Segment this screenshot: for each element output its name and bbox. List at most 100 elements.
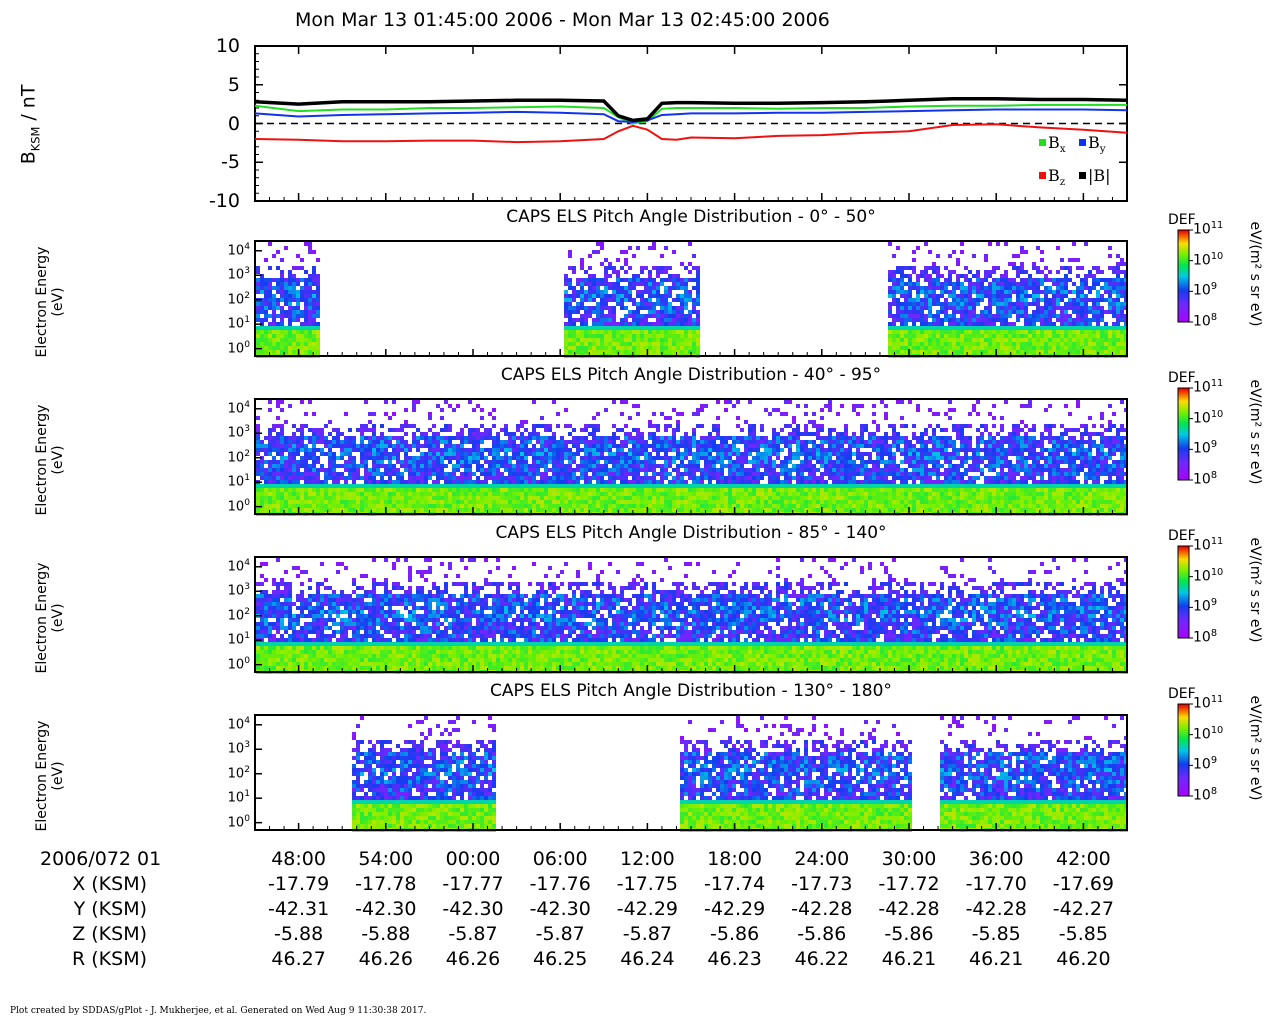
colorbar-tick-exp: 9 — [1210, 755, 1218, 767]
colorbar-tick-exp: 10 — [1210, 408, 1224, 420]
ephemeris-value: 46.22 — [794, 948, 849, 970]
colorbar-tick-exp: 9 — [1210, 597, 1218, 609]
spectrogram-ytick-label: 103 — [227, 740, 250, 757]
ephemeris-value: -5.86 — [710, 923, 760, 945]
spectrogram-ytick-exp: 0 — [244, 813, 250, 824]
colorbar-tick-exp: 9 — [1210, 439, 1218, 451]
legend-label-1: By — [1088, 133, 1106, 156]
colorbar-frame-1 — [1177, 387, 1190, 481]
spectrogram-ytick-label: 103 — [227, 582, 250, 599]
spectrogram-ytick-label: 101 — [227, 789, 250, 806]
spectrogram-ytick-exp: 4 — [244, 399, 250, 410]
ephemeris-value: -17.73 — [791, 873, 853, 895]
mag-ytick-label: -10 — [208, 190, 240, 212]
colorbar-tick-exp: 10 — [1210, 566, 1224, 578]
colorbar-tick-label: 1011 — [1193, 220, 1224, 238]
spectrogram-ytick-label: 101 — [227, 631, 250, 648]
spectrogram-ytick-label: 100 — [227, 813, 250, 830]
ephemeris-value: 46.25 — [532, 948, 588, 970]
spectrogram-ytick-label: 100 — [227, 655, 250, 672]
mag-ytick-label: 10 — [215, 35, 240, 57]
spectrogram-ytick-label: 101 — [227, 315, 250, 332]
spectrogram-ytick-exp: 4 — [244, 715, 250, 726]
legend-swatch-1 — [1079, 139, 1086, 146]
legend-label-0: Bx — [1048, 133, 1066, 156]
spectrogram-ytick-exp: 3 — [244, 740, 250, 751]
spectrogram-ytick-exp: 2 — [244, 606, 250, 617]
ephemeris-value: 46.26 — [445, 948, 501, 970]
ephemeris-row-label: Y (KSM) — [73, 898, 147, 920]
ephemeris-value: -17.70 — [965, 873, 1027, 895]
legend-swatch-3 — [1079, 172, 1086, 179]
ephemeris-value: -17.77 — [442, 873, 504, 895]
colorbar-tick-label: 109 — [1193, 597, 1218, 615]
ephemeris-time-label: 36:00 — [968, 848, 1024, 870]
ephemeris-value: 46.24 — [620, 948, 675, 970]
spectrogram-title: CAPS ELS Pitch Angle Distribution - 85° … — [495, 523, 887, 543]
spectrogram-3 — [352, 716, 1128, 832]
ephemeris-value: -5.87 — [622, 923, 672, 945]
colorbar-label: DEF — [1168, 212, 1196, 228]
spectrogram-0 — [256, 242, 1128, 358]
spectrogram-ytick-exp: 0 — [244, 655, 250, 666]
colorbar-tick-label: 109 — [1193, 281, 1218, 299]
colorbar-unit: eV/(m² s sr eV) — [1247, 221, 1263, 327]
spectrogram-ytick-exp: 0 — [244, 497, 250, 508]
colorbar-unit: eV/(m² s sr eV) — [1247, 379, 1263, 485]
spectrogram-ytick-exp: 3 — [244, 582, 250, 593]
spectrogram-ytick-label: 102 — [227, 290, 250, 308]
mag-ytick-label: 5 — [227, 73, 240, 96]
colorbar-tick-exp: 9 — [1210, 281, 1218, 293]
colorbar-tick-exp: 8 — [1210, 628, 1218, 639]
colorbar-tick-exp: 11 — [1210, 694, 1224, 705]
spectrogram-ytick-exp: 2 — [244, 448, 250, 459]
ephemeris-time-label: 24:00 — [794, 848, 850, 870]
ephemeris-value: -42.29 — [616, 898, 679, 920]
ephemeris-value: -5.88 — [274, 923, 324, 945]
spectrogram-ytick-label: 101 — [227, 473, 250, 490]
colorbar-tick-label: 1010 — [1193, 724, 1224, 743]
ephemeris-value: -42.28 — [965, 898, 1027, 920]
spectrogram-ylabel: Electron Energy (eV) — [34, 562, 66, 674]
legend-label-2: Bz — [1048, 166, 1066, 189]
ephemeris-value: -42.30 — [529, 898, 591, 920]
colorbar-tick-exp: 8 — [1210, 470, 1218, 481]
ephemeris-value: -17.72 — [878, 873, 940, 895]
colorbar-1 — [1178, 388, 1189, 481]
ephemeris-value: -17.69 — [1052, 873, 1115, 895]
ephemeris-time-label: 42:00 — [1056, 848, 1111, 870]
spectrogram-1 — [256, 400, 1128, 516]
spectrogram-ytick-label: 104 — [227, 557, 250, 575]
spectrogram-ytick-exp: 4 — [244, 241, 250, 252]
spectrogram-ytick-label: 104 — [227, 715, 250, 733]
colorbar-frame-2 — [1177, 545, 1190, 639]
colorbar-3 — [1178, 704, 1189, 797]
spectrogram-ytick-label: 103 — [227, 424, 250, 441]
colorbar-tick-exp: 11 — [1210, 378, 1224, 389]
ephemeris-value: -42.30 — [442, 898, 504, 920]
ephemeris-value: -5.87 — [535, 923, 585, 945]
colorbar-tick-label: 108 — [1193, 628, 1218, 646]
spectrogram-ytick-exp: 1 — [244, 473, 250, 484]
mag-series-0 — [254, 103, 1127, 125]
ephemeris-value: -5.85 — [971, 923, 1021, 945]
legend-label-3: |B| — [1088, 166, 1111, 185]
spectrogram-ytick-label: 102 — [227, 764, 250, 782]
spectrogram-ytick-label: 100 — [227, 339, 250, 356]
ephemeris-value: -17.76 — [529, 873, 591, 895]
colorbar-tick-exp: 10 — [1210, 724, 1224, 736]
ephemeris-value: 46.21 — [881, 948, 937, 970]
spectrogram-ytick-exp: 1 — [244, 315, 250, 326]
colorbar-tick-label: 1011 — [1193, 536, 1224, 554]
colorbar-tick-label: 1011 — [1193, 694, 1224, 712]
spectrogram-ytick-exp: 2 — [244, 290, 250, 301]
ephemeris-value: -5.86 — [884, 923, 934, 945]
ephemeris-value: -42.27 — [1052, 898, 1115, 920]
ephemeris-value: -42.31 — [267, 898, 330, 920]
mag-series-1 — [254, 108, 1128, 124]
ephemeris-time-label: 12:00 — [620, 848, 675, 870]
colorbar-tick-label: 109 — [1193, 755, 1218, 773]
ephemeris-row-label: Z (KSM) — [72, 923, 147, 945]
colorbar-2 — [1178, 546, 1189, 639]
